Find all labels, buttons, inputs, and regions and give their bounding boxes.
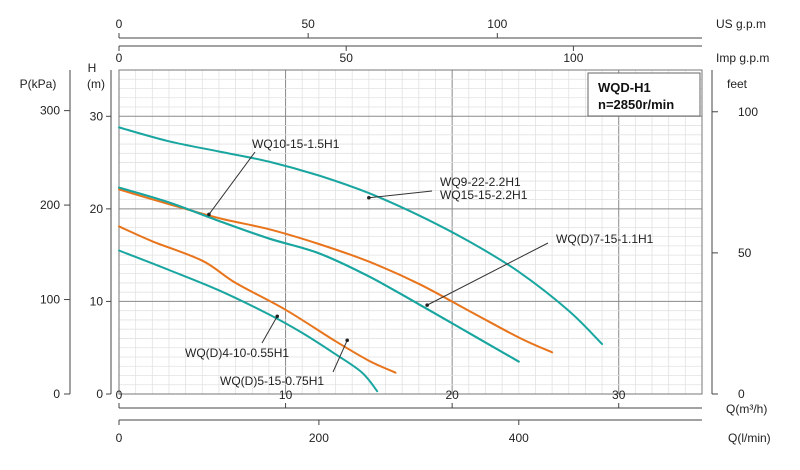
y-tick-label-h: 30 (90, 109, 104, 123)
annotation-wq9-text: WQ9-22-2.2H1 (440, 175, 521, 189)
x-axis-label-q-lmin: Q(l/min) (728, 431, 771, 445)
y-tick-label-p: 100 (40, 293, 60, 307)
title-box: WQD-H1 n=2850r/min (587, 72, 701, 117)
y-tick-label-feet: 100 (738, 105, 758, 119)
y-tick-label-h: 10 (90, 294, 104, 308)
y-tick-label-p: 200 (40, 198, 60, 212)
x-tick-label-imp-gpm: 0 (116, 51, 123, 65)
y-axis-label-feet: feet (727, 77, 748, 91)
y-tick-label-feet: 0 (738, 387, 745, 401)
annotation-wqd4-dot (275, 314, 280, 319)
annotation-wq10-leader (208, 151, 256, 215)
y-axis-label-h-line2: (m) (87, 77, 105, 91)
annotation-wqd4-leader (261, 315, 278, 344)
annotation-wqd7-leader (426, 242, 549, 306)
y-tick-label-p: 0 (53, 387, 60, 401)
x-tick-label-q-m3h: 20 (445, 388, 459, 402)
annotation-wq15-text: WQ15-15-2.2H1 (440, 188, 528, 202)
x-tick-label-q-lmin: 200 (309, 431, 329, 445)
grid (118, 69, 703, 395)
x-tick-label-q-m3h: 30 (612, 388, 626, 402)
y-tick-label-h: 20 (90, 202, 104, 216)
annotation-wq9-wq15-dot (367, 195, 371, 200)
plot-frame (118, 69, 703, 395)
x-tick-label-q-lmin: 0 (116, 431, 123, 445)
annotation-wqd5-text: WQ(D)5-15-0.75H1 (220, 374, 324, 388)
chart-title: WQD-H1 (598, 80, 651, 95)
x-tick-label-imp-gpm: 50 (340, 51, 354, 65)
series-line-wq-d-7-15-1-1h1 (118, 186, 520, 363)
x-tick-label-imp-gpm: 100 (563, 51, 583, 65)
x-tick-label-us-gpm: 100 (487, 17, 507, 31)
series-line-wq-d-4-10-0-55h1 (118, 249, 379, 393)
y-tick-label-p: 300 (40, 104, 60, 118)
y-tick-label-feet: 50 (738, 246, 752, 260)
x-axis-label-us-gpm: US g.p.m (716, 17, 766, 31)
annotation-wqd7-dot (425, 303, 429, 307)
series-line-wq9-22-2-2h1 (118, 126, 604, 345)
annotation-wq10-dot (207, 212, 211, 217)
y-tick-label-h: 0 (96, 387, 103, 401)
x-tick-label-q-lmin: 400 (509, 431, 529, 445)
y-axis-label-h-line1: H (88, 61, 97, 75)
x-tick-label-q-m3h: 10 (279, 388, 293, 402)
annotation-wqd4-text: WQ(D)4-10-0.55H1 (185, 346, 289, 360)
x-axis-label-imp-gpm: Imp g.p.m (716, 51, 769, 65)
x-tick-label-us-gpm: 0 (116, 17, 123, 31)
annotation-wqd5-dot (345, 338, 350, 343)
annotation-wqd7-text: WQ(D)7-15-1.1H1 (556, 232, 654, 246)
annotation-wq9-wq15-leader (368, 190, 433, 199)
y-axis-label-p: P(kPa) (20, 77, 57, 91)
x-tick-label-us-gpm: 50 (301, 17, 315, 31)
chart-subtitle: n=2850r/min (598, 97, 674, 112)
series-group (118, 126, 604, 393)
annotation-wqd5-leader (332, 340, 348, 373)
x-axis-label-q-m3h: Q(m³/h) (726, 402, 767, 416)
x-tick-label-q-m3h: 0 (116, 388, 123, 402)
axes: 0 10 20 30Q(m³/h)0 200 400 Q(l/min)0 50 100 US g.… (20, 17, 771, 445)
series-line-wq-d-5-15-0-75h1 (118, 225, 397, 374)
annotation-wq10-text: WQ10-15-1.5H1 (252, 137, 340, 151)
